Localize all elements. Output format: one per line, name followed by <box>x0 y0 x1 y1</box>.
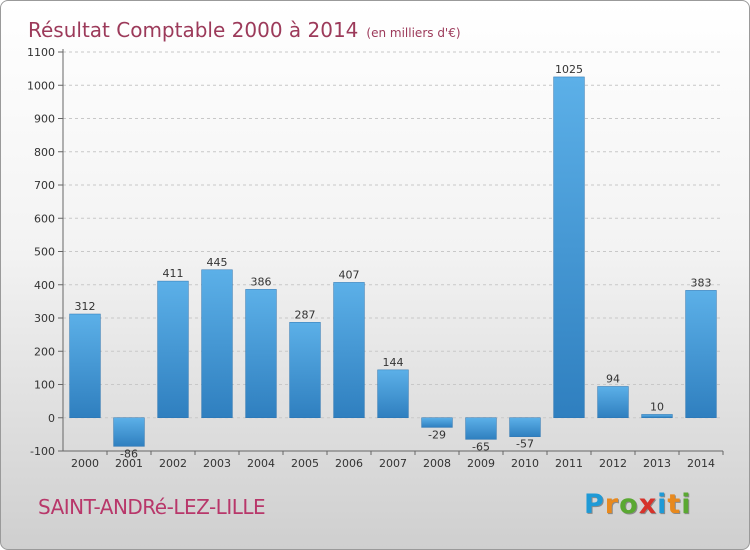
data-label-2011: 1025 <box>555 63 583 76</box>
x-tick-label-2009: 2009 <box>467 457 495 470</box>
logo-letter: o <box>619 489 639 520</box>
x-tick-label-2011: 2011 <box>555 457 583 470</box>
x-tick-label-2006: 2006 <box>335 457 363 470</box>
y-tick-label: -100 <box>30 445 55 458</box>
data-label-2004: 386 <box>251 275 272 288</box>
data-label-2003: 445 <box>207 256 228 269</box>
x-tick-label-2005: 2005 <box>291 457 319 470</box>
x-tick-label-2004: 2004 <box>247 457 275 470</box>
bar-2005 <box>289 322 321 419</box>
chart-title-unit: (en milliers d'€) <box>366 26 461 40</box>
data-label-2013: 10 <box>650 400 664 413</box>
bar-2012 <box>597 386 629 418</box>
data-label-2002: 411 <box>163 267 184 280</box>
x-tick-label-2000: 2000 <box>71 457 99 470</box>
x-tick-label-2010: 2010 <box>511 457 539 470</box>
bar-2007 <box>377 369 409 418</box>
data-label-2000: 312 <box>75 300 96 313</box>
logo-letter: x <box>638 489 658 520</box>
bar-2004 <box>245 289 277 418</box>
y-tick-label: 100 <box>34 379 55 392</box>
data-label-2005: 287 <box>295 308 316 321</box>
bar-2000 <box>69 313 101 419</box>
x-tick-label-2014: 2014 <box>687 457 715 470</box>
commune-name: SAINT-ANDRé-LEZ-LILLE <box>38 495 266 519</box>
chart-title-main: Résultat Comptable 2000 à 2014 <box>28 18 359 42</box>
logo-letter: i <box>681 489 692 520</box>
logo-letter: i <box>657 489 668 520</box>
data-label-2009: -65 <box>472 440 490 453</box>
y-tick-label: 700 <box>34 179 55 192</box>
bar-2001 <box>113 417 145 447</box>
chart-title: Résultat Comptable 2000 à 2014 (en millie… <box>28 7 461 45</box>
x-tick-label-2003: 2003 <box>203 457 231 470</box>
logo-letter: P <box>584 489 605 520</box>
bar-2006 <box>333 282 365 418</box>
data-label-2006: 407 <box>339 268 360 281</box>
bar-2008 <box>421 417 453 428</box>
data-label-2010: -57 <box>516 438 534 451</box>
y-tick-label: 1000 <box>27 79 55 92</box>
bar-2014 <box>685 290 717 418</box>
x-tick-label-2008: 2008 <box>423 457 451 470</box>
y-tick-label: 500 <box>34 246 55 259</box>
y-tick-label: 1100 <box>27 46 55 59</box>
bar-2010 <box>509 417 541 437</box>
y-tick-label: 300 <box>34 312 55 325</box>
x-tick-label-2013: 2013 <box>643 457 671 470</box>
logo-letter: r <box>604 489 620 520</box>
data-label-2007: 144 <box>383 356 404 369</box>
x-tick-label-2007: 2007 <box>379 457 407 470</box>
y-tick-label: 900 <box>34 113 55 126</box>
bar-2003 <box>201 269 233 418</box>
data-labels: 312 -86 411 445 386 287 407 144 -29 -65 -57 1025 94 1… <box>75 63 712 460</box>
data-label-2008: -29 <box>428 428 446 441</box>
logo-letter: t <box>667 489 682 520</box>
y-tick-label: 200 <box>34 345 55 358</box>
x-tick-label-2012: 2012 <box>599 457 627 470</box>
bar-2002 <box>157 280 189 418</box>
bar-2013 <box>641 414 673 418</box>
data-label-2012: 94 <box>606 372 620 385</box>
x-tick-label-2001: 2001 <box>115 457 143 470</box>
bar-2011 <box>553 76 585 418</box>
bar-2009 <box>465 417 497 440</box>
y-tick-label: 400 <box>34 279 55 292</box>
axes: -100 0 100 200 300 400 500 600 700 800 900 1000 1100… <box>27 46 724 470</box>
data-label-2001: -86 <box>120 447 138 460</box>
y-tick-label: 600 <box>34 212 55 225</box>
proxiti-logo: Proxiti <box>584 489 692 520</box>
bars <box>69 76 717 447</box>
y-tick-label: 0 <box>48 412 55 425</box>
y-tick-label: 800 <box>34 146 55 159</box>
x-tick-label-2002: 2002 <box>159 457 187 470</box>
data-label-2014: 383 <box>691 276 712 289</box>
